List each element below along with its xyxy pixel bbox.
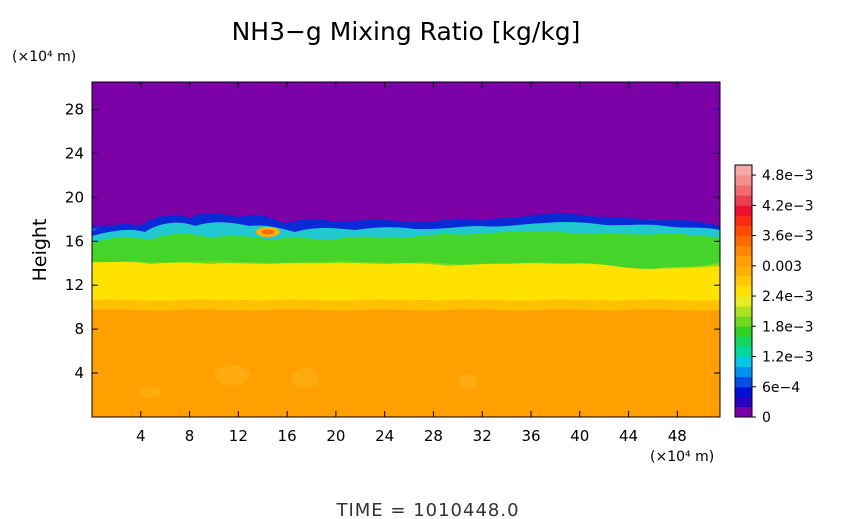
- colorbar-label: 2.4e−3: [762, 289, 814, 305]
- x-tick-label: 44: [619, 427, 638, 445]
- plot-area: [92, 82, 720, 417]
- y-axis-label: Height: [29, 219, 51, 282]
- time-readout: TIME = 1010448.0: [335, 500, 519, 519]
- colorbar-segment: [735, 285, 752, 297]
- x-tick-label: 16: [278, 427, 297, 445]
- x-tick-label: 12: [229, 427, 248, 445]
- x-tick-label: 4: [136, 427, 146, 445]
- colorbar-segment: [735, 165, 752, 176]
- x-unit-label: (×10⁴ m): [650, 449, 714, 465]
- yellow-band: [92, 261, 720, 303]
- y-tick-label: 16: [65, 232, 84, 250]
- green-band: [92, 231, 720, 270]
- colorbar-label: 6e−4: [762, 380, 800, 396]
- x-tick-label: 24: [375, 427, 394, 445]
- colorbar-segment: [735, 346, 752, 357]
- colorbar-segment: [735, 356, 752, 367]
- y-tick-label: 24: [65, 144, 84, 162]
- colorbar-label: 1.2e−3: [762, 350, 814, 366]
- plot-frame: [91, 81, 721, 418]
- colorbar: 4.8e−3 4.2e−3 3.6e−3 0.003 2.4e−3 1.8e−3 1.2e−…: [734, 164, 814, 426]
- time-equals: =: [384, 500, 414, 519]
- colorbar-segment: [735, 205, 752, 216]
- colorbar-label: 4.8e−3: [762, 168, 814, 184]
- time-label: TIME: [335, 500, 383, 519]
- y-axis-ticks: 4 8 12 16 20 24 28: [65, 100, 720, 382]
- orange-blob: [138, 386, 162, 398]
- colorbar-segment: [735, 366, 752, 378]
- colorbar-segment: [735, 275, 752, 287]
- x-axis-ticks: 4 8 12 16 20 24 28 32 36 40 44 48: [136, 82, 687, 445]
- colorbar-segment: [735, 175, 752, 186]
- time-value: 1010448.0: [413, 500, 519, 519]
- y-tick-label: 8: [74, 320, 84, 338]
- colorbar-segment: [735, 225, 752, 236]
- colorbar-segment: [735, 185, 752, 196]
- x-tick-label: 8: [185, 427, 195, 445]
- colorbar-segment: [735, 245, 752, 257]
- colorbar-label: 0: [762, 410, 771, 426]
- orange-blob: [458, 374, 478, 390]
- colorbar-segment: [735, 296, 752, 307]
- colorbar-segment: [735, 406, 752, 418]
- colorbar-segment: [735, 396, 752, 408]
- colorbar-segment: [735, 306, 752, 317]
- hotspot-core: [262, 229, 274, 235]
- y-unit-label: (×10⁴ m): [12, 49, 76, 65]
- x-tick-label: 32: [473, 427, 492, 445]
- colorbar-segment: [735, 326, 752, 337]
- y-tick-label: 20: [65, 188, 84, 206]
- x-tick-label: 28: [424, 427, 443, 445]
- colorbar-segment: [735, 195, 752, 206]
- colorbar-segment: [735, 376, 752, 388]
- x-tick-label: 48: [668, 427, 687, 445]
- colorbar-label: 0.003: [762, 259, 802, 275]
- orange-blob: [291, 368, 319, 388]
- colorbar-segment: [735, 386, 752, 398]
- colorbar-segment: [735, 265, 752, 277]
- orange-blob: [214, 365, 250, 385]
- colorbar-frame: [734, 164, 753, 418]
- colorbar-segment: [735, 215, 752, 226]
- x-tick-label: 36: [521, 427, 540, 445]
- colorbar-label: 4.2e−3: [762, 198, 814, 214]
- x-tick-label: 20: [326, 427, 345, 445]
- colorbar-segment: [735, 316, 752, 327]
- chart-title: NH3−g Mixing Ratio [kg/kg]: [232, 17, 581, 46]
- y-tick-label: 28: [65, 100, 84, 118]
- colorbar-label: 3.6e−3: [762, 229, 814, 245]
- colorbar-segment: [735, 255, 752, 267]
- colorbar-label: 1.8e−3: [762, 319, 814, 335]
- x-tick-label: 40: [570, 427, 589, 445]
- y-tick-label: 4: [74, 364, 84, 382]
- colorbar-segment: [735, 235, 752, 247]
- transition-band: [92, 299, 720, 311]
- y-tick-label: 12: [65, 276, 84, 294]
- colorbar-segment: [735, 336, 752, 347]
